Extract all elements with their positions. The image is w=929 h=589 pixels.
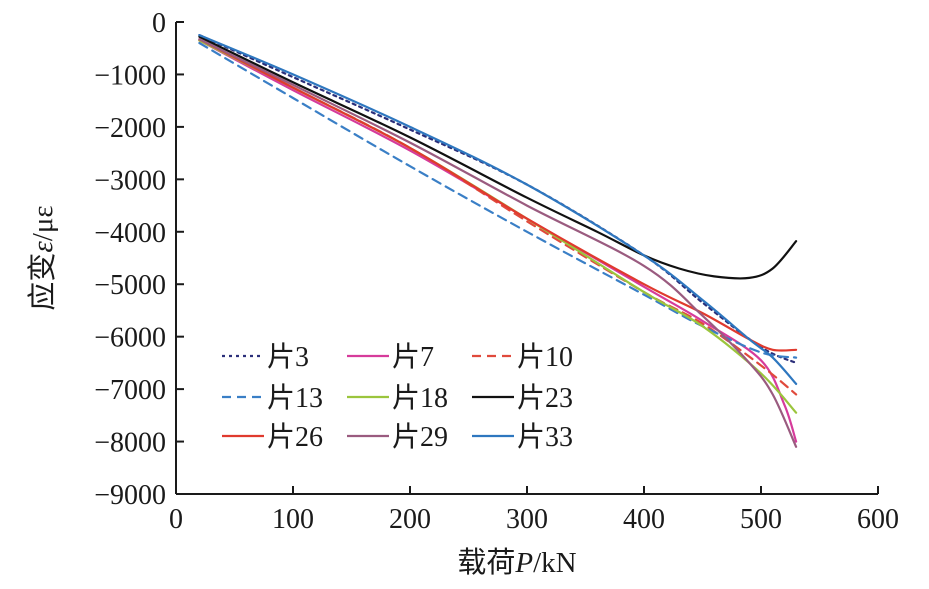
legend-label: 片13 (267, 382, 323, 414)
x-tick-label: 500 (740, 504, 782, 535)
x-tick-label: 300 (506, 504, 548, 535)
legend-label: 片10 (517, 341, 573, 373)
y-tick-label: −9000 (94, 480, 166, 511)
y-axis-title-var: ε (27, 241, 59, 253)
y-tick-label: −6000 (94, 323, 166, 354)
y-tick-label: −3000 (94, 165, 166, 196)
legend-label: 片7 (392, 341, 434, 373)
x-tick-label: 400 (623, 504, 665, 535)
y-tick-label: 0 (152, 8, 166, 39)
legend-label: 片26 (267, 421, 323, 453)
y-tick-label: −2000 (94, 113, 166, 144)
legend-label: 片3 (267, 341, 309, 373)
series-line-片33 (198, 34, 798, 385)
x-axis-title-var: P (514, 547, 533, 579)
y-tick-label: −4000 (94, 218, 166, 249)
legend-label: 片33 (517, 421, 573, 453)
series-line-片7 (198, 39, 798, 443)
y-axis-title-unit: /με (27, 205, 59, 241)
x-axis-title-unit: /kN (533, 547, 577, 579)
series-line-片13 (198, 41, 798, 359)
legend-label: 片18 (392, 382, 448, 414)
axis-titles: 载荷P/kN 应变ε/με (26, 205, 577, 579)
x-axis-title-prefix: 载荷 (457, 546, 515, 579)
legend-label: 片29 (392, 421, 448, 453)
legend: 片3 片7 片10 片13 片18 片23 片26 片29 片33 (222, 341, 573, 453)
y-tick-label: −1000 (94, 60, 166, 91)
y-axis-title: 应变ε/με (26, 205, 59, 310)
legend-label: 片23 (517, 382, 573, 414)
y-tick-label: −8000 (94, 428, 166, 459)
y-tick-label: −5000 (94, 270, 166, 301)
y-tick-label: −7000 (94, 375, 166, 406)
series-line-片26 (198, 38, 798, 352)
x-tick-label: 0 (169, 504, 183, 535)
series-line-片29 (198, 38, 798, 448)
series-lines (198, 34, 798, 448)
axes: 0 100 200 300 400 500 600 0 −1000 −2000 −3000 −4000… (94, 8, 899, 535)
x-tick-label: 200 (389, 504, 431, 535)
y-axis-title-prefix: 应变 (26, 253, 59, 311)
x-axis-title: 载荷P/kN (457, 546, 576, 579)
x-tick-label: 100 (272, 504, 314, 535)
series-line-片23 (198, 35, 798, 280)
x-tick-label: 600 (857, 504, 899, 535)
